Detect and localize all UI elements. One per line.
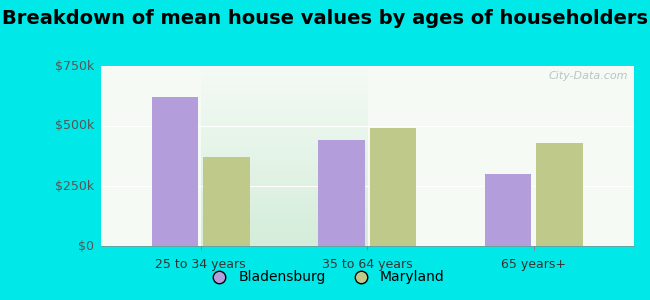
Bar <box>318 140 365 246</box>
Text: $0: $0 <box>78 239 94 253</box>
Text: 35 to 64 years: 35 to 64 years <box>322 258 413 271</box>
Bar <box>151 97 198 246</box>
Text: City-Data.com: City-Data.com <box>549 71 629 81</box>
Text: $750k: $750k <box>55 59 94 73</box>
Bar <box>485 174 531 246</box>
Bar <box>203 157 250 246</box>
Bar <box>370 128 417 246</box>
Text: $250k: $250k <box>55 179 94 193</box>
Bar <box>536 143 583 246</box>
Text: 25 to 34 years: 25 to 34 years <box>155 258 246 271</box>
Text: 65 years+: 65 years+ <box>501 258 566 271</box>
Text: Breakdown of mean house values by ages of householders: Breakdown of mean house values by ages o… <box>2 9 648 28</box>
Legend: Bladensburg, Maryland: Bladensburg, Maryland <box>200 265 450 290</box>
Text: $500k: $500k <box>55 119 94 133</box>
